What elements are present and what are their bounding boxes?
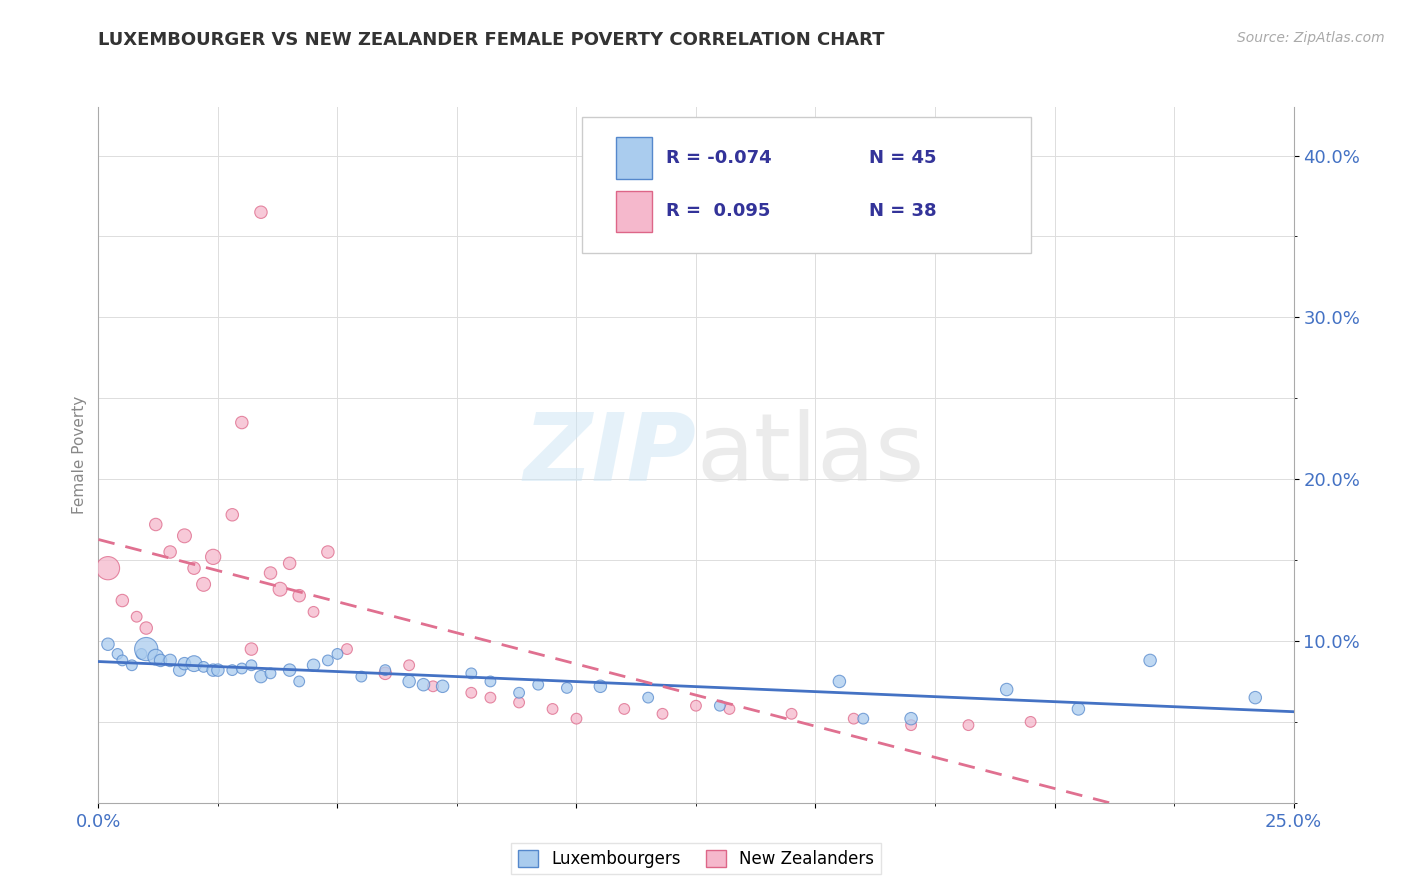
Point	[541, 702, 564, 716]
Point	[302, 658, 325, 673]
Point	[336, 642, 359, 657]
Point	[278, 663, 301, 677]
Point	[422, 679, 444, 693]
Point	[97, 561, 120, 575]
Point	[508, 696, 530, 710]
Point	[479, 690, 502, 705]
Point	[169, 663, 191, 677]
Point	[125, 609, 148, 624]
Point	[374, 663, 396, 677]
Point	[613, 702, 636, 716]
Text: LUXEMBOURGER VS NEW ZEALANDER FEMALE POVERTY CORRELATION CHART: LUXEMBOURGER VS NEW ZEALANDER FEMALE POV…	[98, 31, 884, 49]
Point	[651, 706, 673, 721]
Point	[240, 642, 263, 657]
Point	[111, 593, 134, 607]
Point	[1244, 690, 1267, 705]
Point	[231, 416, 253, 430]
FancyBboxPatch shape	[582, 118, 1031, 253]
Point	[900, 712, 922, 726]
Point	[250, 205, 273, 219]
Point	[173, 657, 195, 671]
Point	[278, 557, 301, 571]
Point	[207, 663, 229, 677]
Point	[240, 658, 263, 673]
Point	[398, 658, 420, 673]
Point	[193, 577, 215, 591]
Point	[183, 561, 205, 575]
Point	[565, 712, 588, 726]
Point	[900, 718, 922, 732]
Point	[555, 681, 578, 695]
Point	[637, 690, 659, 705]
Point	[193, 660, 215, 674]
Point	[250, 670, 273, 684]
Point	[316, 545, 339, 559]
Point	[221, 663, 243, 677]
Point	[259, 666, 281, 681]
Text: R =  0.095: R = 0.095	[666, 202, 770, 220]
Point	[149, 653, 172, 667]
Point	[302, 605, 325, 619]
Point	[231, 661, 253, 675]
Point	[111, 653, 134, 667]
Point	[173, 529, 195, 543]
Y-axis label: Female Poverty: Female Poverty	[72, 396, 87, 514]
Point	[508, 686, 530, 700]
Text: Source: ZipAtlas.com: Source: ZipAtlas.com	[1237, 31, 1385, 45]
Point	[589, 679, 612, 693]
Point	[145, 517, 167, 532]
Point	[350, 670, 373, 684]
Point	[995, 682, 1018, 697]
Point	[288, 589, 311, 603]
Point	[202, 549, 225, 564]
Point	[131, 647, 153, 661]
Point	[460, 686, 482, 700]
Point	[259, 566, 281, 580]
Point	[1139, 653, 1161, 667]
Point	[121, 658, 143, 673]
Point	[957, 718, 980, 732]
Point	[97, 637, 120, 651]
Point	[685, 698, 707, 713]
Text: N = 45: N = 45	[869, 149, 936, 167]
Point	[709, 698, 731, 713]
Point	[202, 663, 225, 677]
Point	[107, 647, 129, 661]
Point	[135, 621, 157, 635]
Point	[432, 679, 454, 693]
Text: N = 38: N = 38	[869, 202, 936, 220]
Point	[316, 653, 339, 667]
Point	[398, 674, 420, 689]
Point	[288, 674, 311, 689]
Point	[269, 582, 291, 597]
Text: atlas: atlas	[696, 409, 924, 501]
Text: R = -0.074: R = -0.074	[666, 149, 772, 167]
FancyBboxPatch shape	[616, 191, 652, 232]
Point	[326, 647, 349, 661]
Point	[145, 650, 167, 665]
Point	[842, 712, 865, 726]
FancyBboxPatch shape	[616, 137, 652, 178]
Point	[221, 508, 243, 522]
Point	[780, 706, 803, 721]
Point	[159, 653, 181, 667]
Point	[1067, 702, 1090, 716]
Point	[412, 678, 434, 692]
Point	[1019, 714, 1042, 729]
Point	[159, 545, 181, 559]
Point	[135, 642, 157, 657]
Point	[374, 666, 396, 681]
Point	[828, 674, 851, 689]
Point	[479, 674, 502, 689]
Point	[183, 657, 205, 671]
Point	[718, 702, 741, 716]
Point	[527, 678, 550, 692]
Text: ZIP: ZIP	[523, 409, 696, 501]
Point	[460, 666, 482, 681]
Point	[852, 712, 875, 726]
Legend: Luxembourgers, New Zealanders: Luxembourgers, New Zealanders	[512, 843, 880, 874]
